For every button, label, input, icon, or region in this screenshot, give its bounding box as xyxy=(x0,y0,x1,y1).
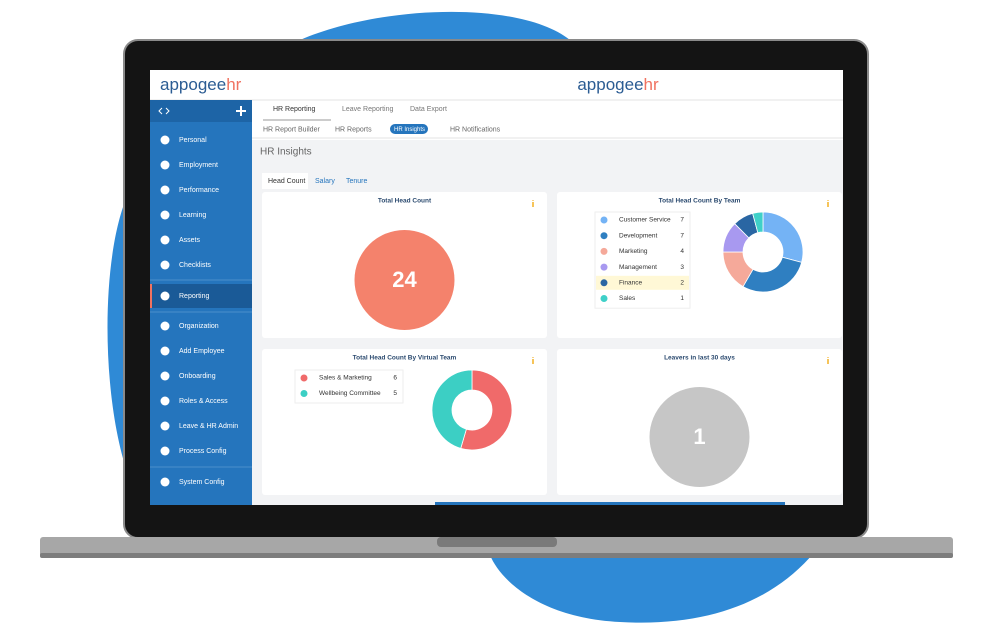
sidebar-item[interactable]: Assets xyxy=(179,237,201,244)
legend-name: Sales & Marketing xyxy=(319,375,372,382)
logo: appogeehr xyxy=(160,75,242,94)
legend-value: 3 xyxy=(680,264,684,271)
sidebar-icon xyxy=(160,346,170,356)
logo-main: appogee xyxy=(160,75,226,94)
subtab[interactable]: HR Insights xyxy=(394,127,425,133)
legend-value: 1 xyxy=(680,295,684,302)
count-circle xyxy=(649,387,750,487)
sidebar-icon xyxy=(160,185,170,195)
page-title: HR Insights xyxy=(260,147,312,158)
sidebar-item[interactable]: Reporting xyxy=(179,293,209,300)
legend-dot xyxy=(600,247,608,255)
legend-name: Wellbeing Committee xyxy=(319,390,381,397)
legend-box xyxy=(294,369,404,404)
legend-name: Marketing xyxy=(619,248,648,255)
legend-value: 2 xyxy=(680,280,684,287)
laptop-notch xyxy=(437,537,557,547)
sidebar-item[interactable]: Performance xyxy=(179,187,219,194)
tab[interactable]: Data Export xyxy=(410,106,447,113)
donut-segment xyxy=(431,369,473,449)
legend-dot xyxy=(600,279,608,287)
tab[interactable]: Leave Reporting xyxy=(342,106,393,113)
sidebar-icon xyxy=(160,160,170,170)
count-circle xyxy=(354,230,455,330)
sidebar-icon xyxy=(160,260,170,270)
legend-value: 7 xyxy=(680,217,684,224)
sidebar-item[interactable]: Leave & HR Admin xyxy=(179,423,238,430)
legend-name: Customer Service xyxy=(619,217,671,224)
legend-box xyxy=(594,211,691,309)
logo-accent: hr xyxy=(644,75,659,94)
sidebar-item[interactable]: Add Employee xyxy=(179,348,225,355)
legend-name: Finance xyxy=(619,280,643,287)
sidebar-icon xyxy=(160,321,170,331)
sidebar-item[interactable]: Personal xyxy=(179,137,207,144)
subtab-pill xyxy=(390,124,428,134)
insight-tab[interactable]: Tenure xyxy=(346,178,368,185)
sidebar-item[interactable]: Roles & Access xyxy=(179,398,228,405)
insight-tab[interactable]: Head Count xyxy=(268,178,305,185)
subtab[interactable]: HR Notifications xyxy=(450,126,501,133)
legend-name: Development xyxy=(619,232,657,239)
sidebar-icon xyxy=(160,135,170,145)
legend-name: Sales xyxy=(619,295,636,302)
count-value: 24 xyxy=(392,267,417,292)
card-title: Total Head Count xyxy=(378,198,432,205)
sidebar-top xyxy=(150,100,252,122)
legend-dot xyxy=(600,263,608,271)
legend-dot xyxy=(300,374,308,382)
add-icon[interactable] xyxy=(236,106,246,116)
insight-tab-bg xyxy=(262,173,308,189)
sidebar-icon xyxy=(160,210,170,220)
legend-dot xyxy=(300,390,308,397)
legend-value: 5 xyxy=(393,390,397,397)
sidebar-icon xyxy=(160,477,170,487)
legend-dot xyxy=(600,295,608,302)
sidebar-item[interactable]: Checklists xyxy=(179,262,211,269)
legend-highlight xyxy=(596,275,689,290)
laptop-base-edge xyxy=(40,553,953,558)
sidebar-item[interactable]: System Config xyxy=(179,479,225,486)
legend-dot xyxy=(600,232,608,240)
logo: appogeehr xyxy=(577,75,659,94)
donut-segment xyxy=(460,369,513,451)
count-value: 1 xyxy=(693,424,705,449)
sidebar-item[interactable]: Learning xyxy=(179,212,206,219)
subtab[interactable]: HR Report Builder xyxy=(263,126,320,133)
card-title: Total Head Count By Team xyxy=(659,198,741,205)
sidebar-item[interactable]: Organization xyxy=(179,323,219,330)
sidebar-icon xyxy=(160,371,170,381)
scroll-strip xyxy=(435,502,785,505)
legend-name: Management xyxy=(619,264,657,271)
donut-segment xyxy=(752,211,764,234)
legend-value: 6 xyxy=(393,375,397,382)
sidebar-icon xyxy=(160,291,170,301)
insight-tab[interactable]: Salary xyxy=(315,178,335,185)
collapse-icon[interactable] xyxy=(158,107,170,115)
sidebar-item[interactable]: Employment xyxy=(179,162,218,169)
card-title: Leavers in last 30 days xyxy=(664,355,735,362)
card-title: Total Head Count By Virtual Team xyxy=(353,355,457,362)
logo-accent: hr xyxy=(226,75,241,94)
sidebar-item[interactable]: Onboarding xyxy=(179,373,216,380)
sidebar-icon xyxy=(160,235,170,245)
logo-main: appogee xyxy=(577,75,643,94)
legend-dot xyxy=(600,216,608,224)
tab[interactable]: HR Reporting xyxy=(273,106,316,113)
sidebar-icon xyxy=(160,396,170,406)
subtab[interactable]: HR Reports xyxy=(335,126,372,133)
legend-value: 7 xyxy=(680,232,684,239)
sidebar-active-bar xyxy=(150,284,152,308)
sidebar-item[interactable]: Process Config xyxy=(179,448,227,455)
sidebar-icon xyxy=(160,421,170,431)
sidebar-icon xyxy=(160,446,170,456)
legend-value: 4 xyxy=(680,248,684,255)
